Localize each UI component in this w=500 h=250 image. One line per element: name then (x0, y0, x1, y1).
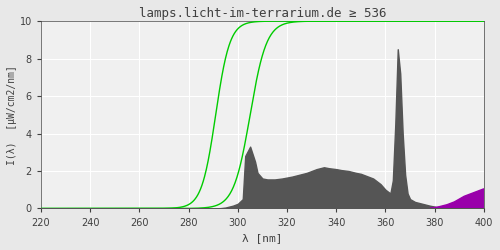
Y-axis label: I(λ)  [μW/cm2/nm]: I(λ) [μW/cm2/nm] (7, 65, 17, 165)
Title: lamps.licht-im-terrarium.de ≥ 536: lamps.licht-im-terrarium.de ≥ 536 (138, 7, 386, 20)
Polygon shape (430, 189, 484, 208)
X-axis label: λ [nm]: λ [nm] (242, 233, 282, 243)
